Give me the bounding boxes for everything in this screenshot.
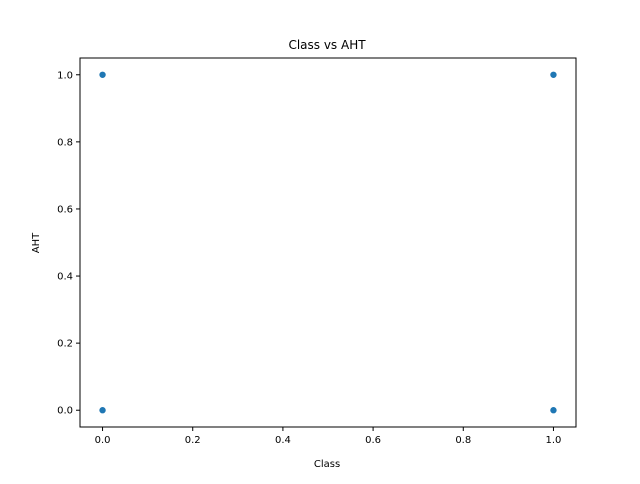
x-tick-label: 0.2 [185, 435, 201, 446]
data-points [99, 71, 557, 414]
y-tick-label: 0.4 [57, 272, 73, 283]
x-tick-label: 0.6 [365, 435, 381, 446]
y-tick-label: 0.6 [57, 204, 73, 215]
y-tick-label: 0.2 [57, 339, 73, 350]
chart-title: Class vs AHT [288, 38, 366, 52]
y-tick-label: 0.0 [57, 406, 73, 417]
x-tick-label: 1.0 [546, 435, 562, 446]
x-axis-label: Class [314, 459, 340, 470]
data-point [550, 407, 557, 414]
x-tick-label: 0.4 [275, 435, 291, 446]
data-point [550, 71, 557, 78]
y-axis-label: AHT [31, 232, 42, 253]
data-point [99, 71, 106, 78]
plot-frame [79, 57, 577, 428]
y-tick-label: 0.8 [57, 137, 73, 148]
x-tick-label: 0.8 [455, 435, 471, 446]
x-tick-label: 0.0 [95, 435, 111, 446]
data-point [99, 407, 106, 414]
y-axis: 0.0 0.2 0.4 0.6 0.8 1.0 [57, 70, 80, 417]
y-tick-label: 1.0 [57, 70, 73, 81]
x-axis: 0.0 0.2 0.4 0.6 0.8 1.0 [95, 427, 562, 446]
